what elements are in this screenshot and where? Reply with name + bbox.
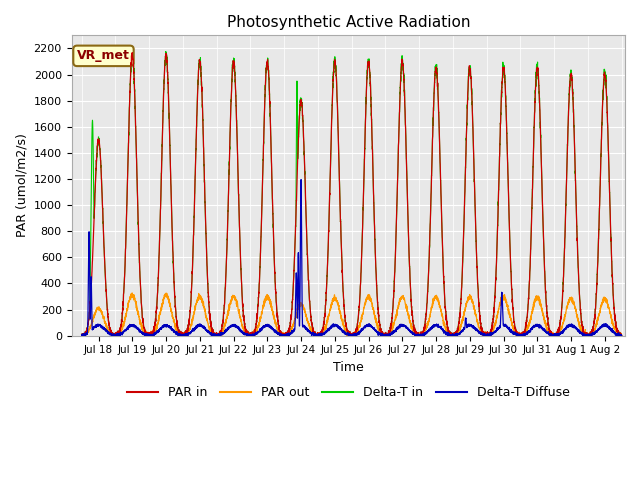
- Text: VR_met: VR_met: [77, 49, 130, 62]
- X-axis label: Time: Time: [333, 361, 364, 374]
- Title: Photosynthetic Active Radiation: Photosynthetic Active Radiation: [227, 15, 470, 30]
- Y-axis label: PAR (umol/m2/s): PAR (umol/m2/s): [15, 133, 28, 238]
- Legend: PAR in, PAR out, Delta-T in, Delta-T Diffuse: PAR in, PAR out, Delta-T in, Delta-T Dif…: [122, 382, 575, 405]
